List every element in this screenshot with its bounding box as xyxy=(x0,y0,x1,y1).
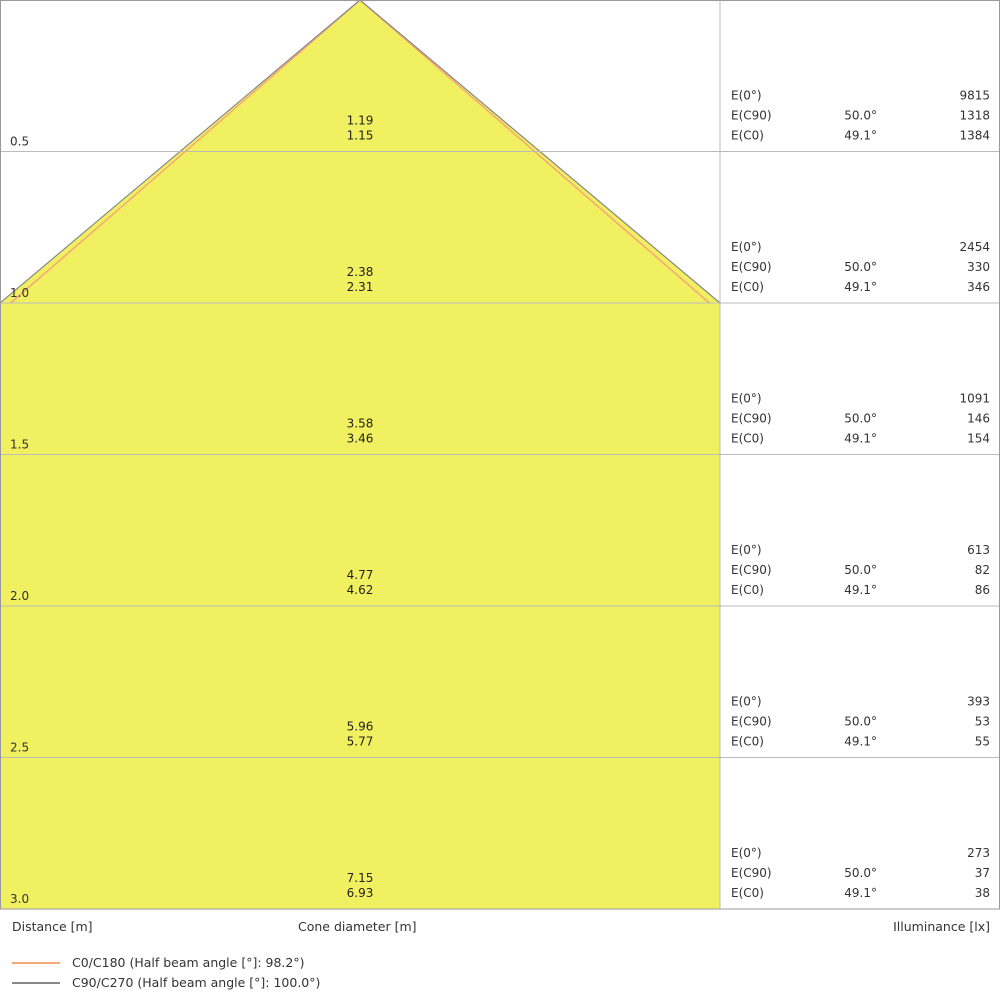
angle-c0: 49.1° xyxy=(844,886,877,900)
illuminance-value-e0: 613 xyxy=(967,543,990,557)
illuminance-label-c0: E(C0) xyxy=(731,129,764,143)
legend-line-c90 xyxy=(12,981,60,984)
illuminance-label-e0: E(0°) xyxy=(731,240,762,254)
illuminance-label-c0: E(C0) xyxy=(731,432,764,446)
diameter-c0: 2.31 xyxy=(347,280,374,294)
distance-label: 2.0 xyxy=(10,589,29,603)
angle-c0: 49.1° xyxy=(844,432,877,446)
illuminance-label-c0: E(C0) xyxy=(731,735,764,749)
illuminance-label-e0: E(0°) xyxy=(731,392,762,406)
cone-diagram: 0.5 1.191.15 E(0°) 9815 E(C90) 50.0° 1318 E(C0)… xyxy=(0,0,1000,910)
diameter-c90: 7.15 xyxy=(347,871,374,885)
angle-c90: 50.0° xyxy=(844,563,877,577)
illuminance-value-e0: 9815 xyxy=(959,89,990,103)
diameter-c0: 1.15 xyxy=(347,129,374,143)
illuminance-label-c90: E(C90) xyxy=(731,109,772,123)
diameter-c90: 5.96 xyxy=(347,720,374,734)
distance-label: 1.0 xyxy=(10,286,29,300)
illuminance-value-c0: 55 xyxy=(975,735,990,749)
illuminance-value-c0: 154 xyxy=(967,432,990,446)
illuminance-value-e0: 273 xyxy=(967,846,990,860)
illuminance-value-c90: 330 xyxy=(967,260,990,274)
illuminance-value-e0: 1091 xyxy=(959,392,990,406)
diameter-c0: 4.62 xyxy=(347,583,374,597)
cone-outline-c90 xyxy=(0,0,721,304)
illuminance-label-c90: E(C90) xyxy=(731,563,772,577)
angle-c0: 49.1° xyxy=(844,129,877,143)
diameter-c0: 3.46 xyxy=(347,432,374,446)
illuminance-label-c0: E(C0) xyxy=(731,280,764,294)
illuminance-value-c90: 37 xyxy=(975,866,990,880)
angle-c90: 50.0° xyxy=(844,260,877,274)
diameter-c90: 4.77 xyxy=(347,568,374,582)
illuminance-value-c0: 38 xyxy=(975,886,990,900)
illuminance-value-e0: 393 xyxy=(967,695,990,709)
illuminance-label-c90: E(C90) xyxy=(731,260,772,274)
angle-c0: 49.1° xyxy=(844,280,877,294)
diameter-c90: 1.19 xyxy=(347,114,374,128)
illuminance-label-c90: E(C90) xyxy=(731,715,772,729)
distance-label: 0.5 xyxy=(10,135,29,149)
angle-c90: 50.0° xyxy=(844,109,877,123)
illuminance-label-e0: E(0°) xyxy=(731,846,762,860)
diameter-c0: 6.93 xyxy=(347,886,374,900)
illuminance-label-c90: E(C90) xyxy=(731,866,772,880)
illuminance-value-c0: 346 xyxy=(967,280,990,294)
illuminance-axis-label: Illuminance [lx] xyxy=(893,919,990,934)
illuminance-value-c90: 1318 xyxy=(959,109,990,123)
illuminance-value-c90: 53 xyxy=(975,715,990,729)
angle-c90: 50.0° xyxy=(844,412,877,426)
distance-label: 3.0 xyxy=(10,892,29,906)
illuminance-value-c90: 146 xyxy=(967,412,990,426)
distance-label: 1.5 xyxy=(10,438,29,452)
illuminance-value-c90: 82 xyxy=(975,563,990,577)
legend-item-c90: C90/C270 (Half beam angle [°]: 100.0°) xyxy=(12,975,320,990)
diameter-c0: 5.77 xyxy=(347,735,374,749)
illuminance-label-e0: E(0°) xyxy=(731,89,762,103)
angle-c90: 50.0° xyxy=(844,715,877,729)
angle-c0: 49.1° xyxy=(844,583,877,597)
illuminance-label-c0: E(C0) xyxy=(731,886,764,900)
illuminance-label-e0: E(0°) xyxy=(731,695,762,709)
angle-c0: 49.1° xyxy=(844,735,877,749)
distance-axis-label: Distance [m] xyxy=(12,919,93,934)
angle-c90: 50.0° xyxy=(844,866,877,880)
distance-label: 2.5 xyxy=(10,741,29,755)
legend-line-c0 xyxy=(12,961,60,964)
diameter-c90: 3.58 xyxy=(347,417,374,431)
illuminance-label-c0: E(C0) xyxy=(731,583,764,597)
illuminance-value-c0: 1384 xyxy=(959,129,990,143)
illuminance-label-e0: E(0°) xyxy=(731,543,762,557)
legend-label-c90: C90/C270 (Half beam angle [°]: 100.0°) xyxy=(72,975,321,990)
diameter-axis-label: Cone diameter [m] xyxy=(298,919,417,934)
illuminance-value-e0: 2454 xyxy=(959,240,990,254)
illuminance-value-c0: 86 xyxy=(975,583,990,597)
illuminance-label-c90: E(C90) xyxy=(731,412,772,426)
diameter-c90: 2.38 xyxy=(347,265,374,279)
legend-item-c0: C0/C180 (Half beam angle [°]: 98.2°) xyxy=(12,955,304,970)
legend-label-c0: C0/C180 (Half beam angle [°]: 98.2°) xyxy=(72,955,305,970)
